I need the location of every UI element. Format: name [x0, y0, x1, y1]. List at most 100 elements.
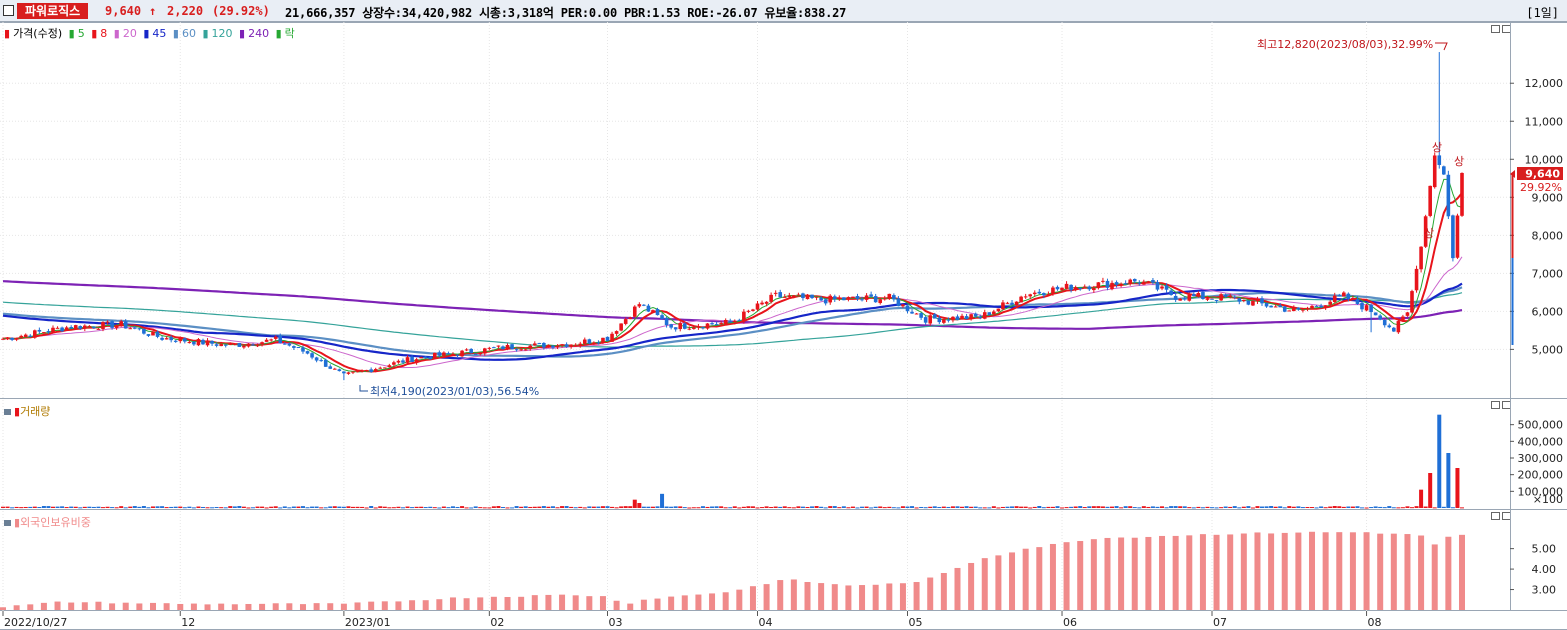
candle-body	[601, 337, 605, 343]
volume-bar	[964, 506, 969, 508]
maximize-panel-icon[interactable]	[1491, 401, 1500, 409]
volume-bar	[960, 506, 965, 508]
candle-body	[151, 331, 155, 336]
candle-body	[233, 343, 237, 345]
candle-body	[210, 340, 214, 344]
foreign-bar	[477, 597, 484, 610]
select-checkbox[interactable]	[3, 5, 14, 16]
panel-toggle-icon[interactable]	[4, 409, 11, 415]
foreign-bar	[995, 555, 1002, 610]
volume-bar	[914, 507, 919, 509]
candle-body	[46, 331, 51, 333]
volume-bar	[110, 507, 115, 509]
price-pointer-icon	[1510, 170, 1515, 178]
foreign-bar	[0, 607, 6, 610]
legend-ma60[interactable]: 60	[181, 27, 196, 40]
volume-bar	[1132, 507, 1137, 509]
maximize-panel-icon[interactable]	[1491, 512, 1500, 520]
volume-bar	[919, 506, 924, 508]
volume-bar	[132, 506, 137, 508]
foreign-bar	[177, 603, 184, 610]
volume-bar	[741, 506, 746, 508]
candle-body	[1023, 296, 1028, 298]
volume-bar	[155, 506, 160, 508]
candle-body	[446, 353, 451, 355]
volume-bar	[619, 506, 624, 508]
legend-price[interactable]: 가격(수정)	[13, 27, 63, 40]
volume-bar	[1064, 507, 1069, 509]
volume-bar	[200, 506, 205, 508]
candle-body	[14, 338, 19, 340]
candle-body	[542, 342, 546, 348]
volume-bar	[310, 506, 315, 508]
foreign-bar	[872, 584, 879, 610]
volume-bar	[1460, 507, 1464, 509]
candle-body	[310, 353, 314, 358]
candle-body	[1101, 280, 1105, 282]
stock-name[interactable]: 파워로직스	[17, 3, 89, 19]
legend-ma20[interactable]: 20	[122, 27, 137, 40]
price-axis-label: 12,000	[1525, 77, 1564, 90]
panel-toggle-icon[interactable]	[4, 520, 11, 526]
candle-body	[1223, 294, 1228, 297]
candle-body	[223, 344, 228, 346]
foreign-bar	[136, 603, 143, 610]
volume-bar	[205, 507, 210, 509]
legend-fall[interactable]: 락	[284, 27, 295, 40]
candle-body	[346, 372, 351, 374]
volume-bar	[646, 506, 651, 508]
legend-ma45[interactable]: 45	[152, 27, 167, 40]
volume-bar	[1105, 506, 1110, 508]
candle-body	[142, 328, 146, 334]
maximize-panel-icon[interactable]	[1491, 25, 1500, 33]
legend-ma240[interactable]: 240	[248, 27, 270, 40]
candle-body	[578, 343, 583, 346]
foreign-bar	[149, 602, 156, 610]
candle-body	[819, 297, 823, 301]
foreign-bar	[1363, 532, 1370, 610]
foreign-bar	[109, 603, 116, 610]
candle-body	[814, 296, 819, 298]
foreign-bar	[804, 582, 811, 610]
candle-body	[460, 350, 464, 357]
candle-body	[283, 343, 287, 345]
volume-bar	[955, 506, 960, 508]
price-axis-label: 6,000	[1532, 305, 1564, 318]
legend-ma5[interactable]: 5	[77, 27, 85, 40]
volume-bar	[1346, 506, 1351, 508]
volume-bar	[1219, 507, 1224, 509]
foreign-bar	[327, 603, 334, 610]
volume-bar	[255, 506, 260, 508]
high-pointer	[1435, 42, 1448, 51]
volume-bar	[169, 506, 174, 508]
legend-ma120[interactable]: 120	[211, 27, 233, 40]
candle-body	[1369, 304, 1373, 313]
volume-bar	[1305, 506, 1310, 508]
volume-bar	[246, 507, 251, 509]
candle-body	[714, 324, 719, 326]
volume-bar	[969, 506, 974, 508]
volume-bar	[50, 506, 55, 508]
period-selector[interactable]: [1일]	[1526, 6, 1559, 20]
candle-body	[760, 302, 764, 305]
candle-body	[1296, 307, 1301, 310]
candle-body	[755, 303, 760, 310]
candle-body	[492, 347, 496, 349]
volume-bar	[1078, 506, 1083, 508]
volume-bar	[1023, 506, 1028, 508]
volume-bar	[1455, 468, 1460, 508]
volume-bar	[732, 506, 737, 508]
candle-body	[501, 346, 505, 350]
candle-body	[146, 334, 151, 336]
candle-body	[401, 360, 405, 363]
volume-bar	[405, 506, 410, 508]
candle-body	[1360, 302, 1364, 310]
foreign-bar	[1445, 536, 1452, 610]
legend-ma8[interactable]: 8	[100, 27, 108, 40]
volume-bar	[332, 506, 337, 508]
volume-bar	[273, 506, 278, 508]
volume-bar	[1282, 507, 1287, 509]
volume-bar	[532, 506, 537, 508]
candle-body	[637, 304, 642, 307]
